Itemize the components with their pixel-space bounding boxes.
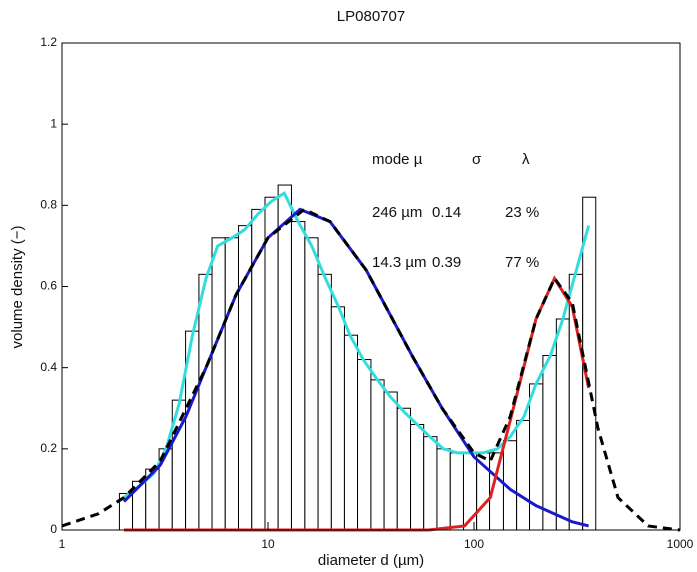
y-tick-label: 1 [50, 116, 57, 130]
bar [555, 318, 570, 531]
y-tick-label: 1.2 [40, 35, 57, 49]
curve [124, 275, 591, 532]
curve [61, 207, 681, 532]
bar [211, 237, 226, 531]
x-tick-label: 1000 [667, 537, 694, 551]
x-tick-label: 1 [59, 537, 66, 551]
bar [436, 448, 451, 531]
bar [264, 196, 279, 531]
y-tick-label: 0.6 [40, 279, 57, 293]
x-tick-label: 10 [261, 537, 275, 551]
y-tick-label: 0.2 [40, 441, 57, 455]
annotation: 246 µm [372, 204, 422, 221]
annotation: λ [522, 151, 530, 168]
bar [396, 407, 412, 531]
curve [123, 190, 591, 499]
bar [198, 273, 213, 531]
annotation: mode µ [372, 151, 423, 168]
annotation: 0.14 [432, 204, 461, 221]
y-axis-label: volume density (−) [9, 226, 26, 349]
chart-title: LP080707 [337, 8, 405, 25]
annotation: 14.3 µm [372, 254, 427, 271]
bar [370, 379, 385, 531]
annotation: σ [472, 151, 482, 168]
bar [224, 237, 239, 531]
bar [383, 391, 398, 531]
x-tick-label: 100 [464, 537, 484, 551]
bar [290, 221, 306, 531]
bar [357, 359, 372, 531]
bar [330, 306, 345, 531]
annotation: 0.39 [432, 254, 461, 271]
annotation: 77 % [505, 254, 539, 271]
annotation: 23 % [505, 204, 539, 221]
bar [410, 423, 425, 531]
bar [317, 273, 332, 531]
y-tick-label: 0 [50, 522, 57, 536]
x-axis-label: diameter d (µm) [318, 552, 424, 569]
bar [516, 419, 531, 531]
bar [449, 452, 464, 531]
y-tick-label: 0.4 [40, 360, 57, 374]
bar [423, 436, 438, 531]
bar [277, 184, 292, 531]
bar [542, 354, 557, 531]
y-tick-label: 0.8 [40, 198, 57, 212]
bar [568, 273, 584, 531]
bar [304, 237, 319, 531]
bar [343, 334, 359, 531]
